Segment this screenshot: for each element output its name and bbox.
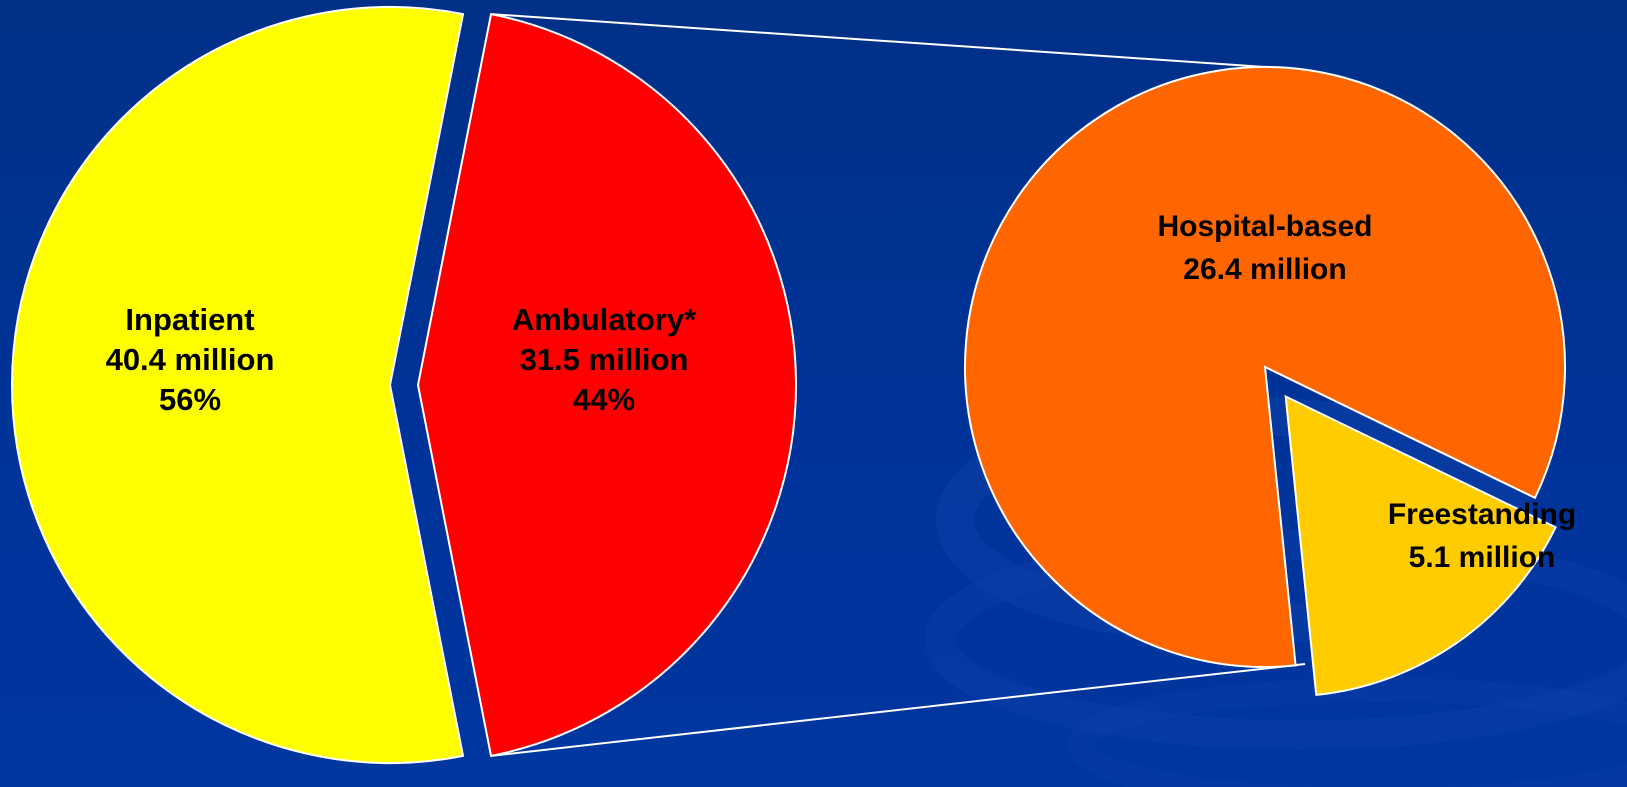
label-freestanding-value_text: 5.1 million <box>1409 541 1556 574</box>
label-ambulatory-percent_text: 44% <box>573 382 635 417</box>
label-inpatient-label: Inpatient <box>125 302 254 337</box>
slice-hospital-based <box>964 66 1566 668</box>
connector-line-bottom <box>490 663 1306 757</box>
pie-connector-lines <box>490 13 1306 757</box>
slice-labels: Inpatient 40.4 million 56% Ambulatory* 31.5 … <box>106 210 1577 574</box>
breakdown-pie <box>964 66 1566 697</box>
slice-ambulatory <box>416 12 797 758</box>
label-hospital-based-value_text: 26.4 million <box>1183 253 1346 286</box>
label-ambulatory-value_text: 31.5 million <box>520 342 689 377</box>
label-freestanding-label: Freestanding <box>1388 498 1576 531</box>
label-inpatient-value_text: 40.4 million <box>106 342 275 377</box>
label-inpatient-percent_text: 56% <box>159 382 221 417</box>
connector-line-top <box>490 13 1266 68</box>
label-ambulatory-label: Ambulatory* <box>512 302 697 337</box>
slice-freestanding <box>1284 394 1557 697</box>
label-hospital-based-label: Hospital-based <box>1157 210 1372 243</box>
slice-inpatient <box>11 6 465 764</box>
main-pie <box>11 6 797 764</box>
